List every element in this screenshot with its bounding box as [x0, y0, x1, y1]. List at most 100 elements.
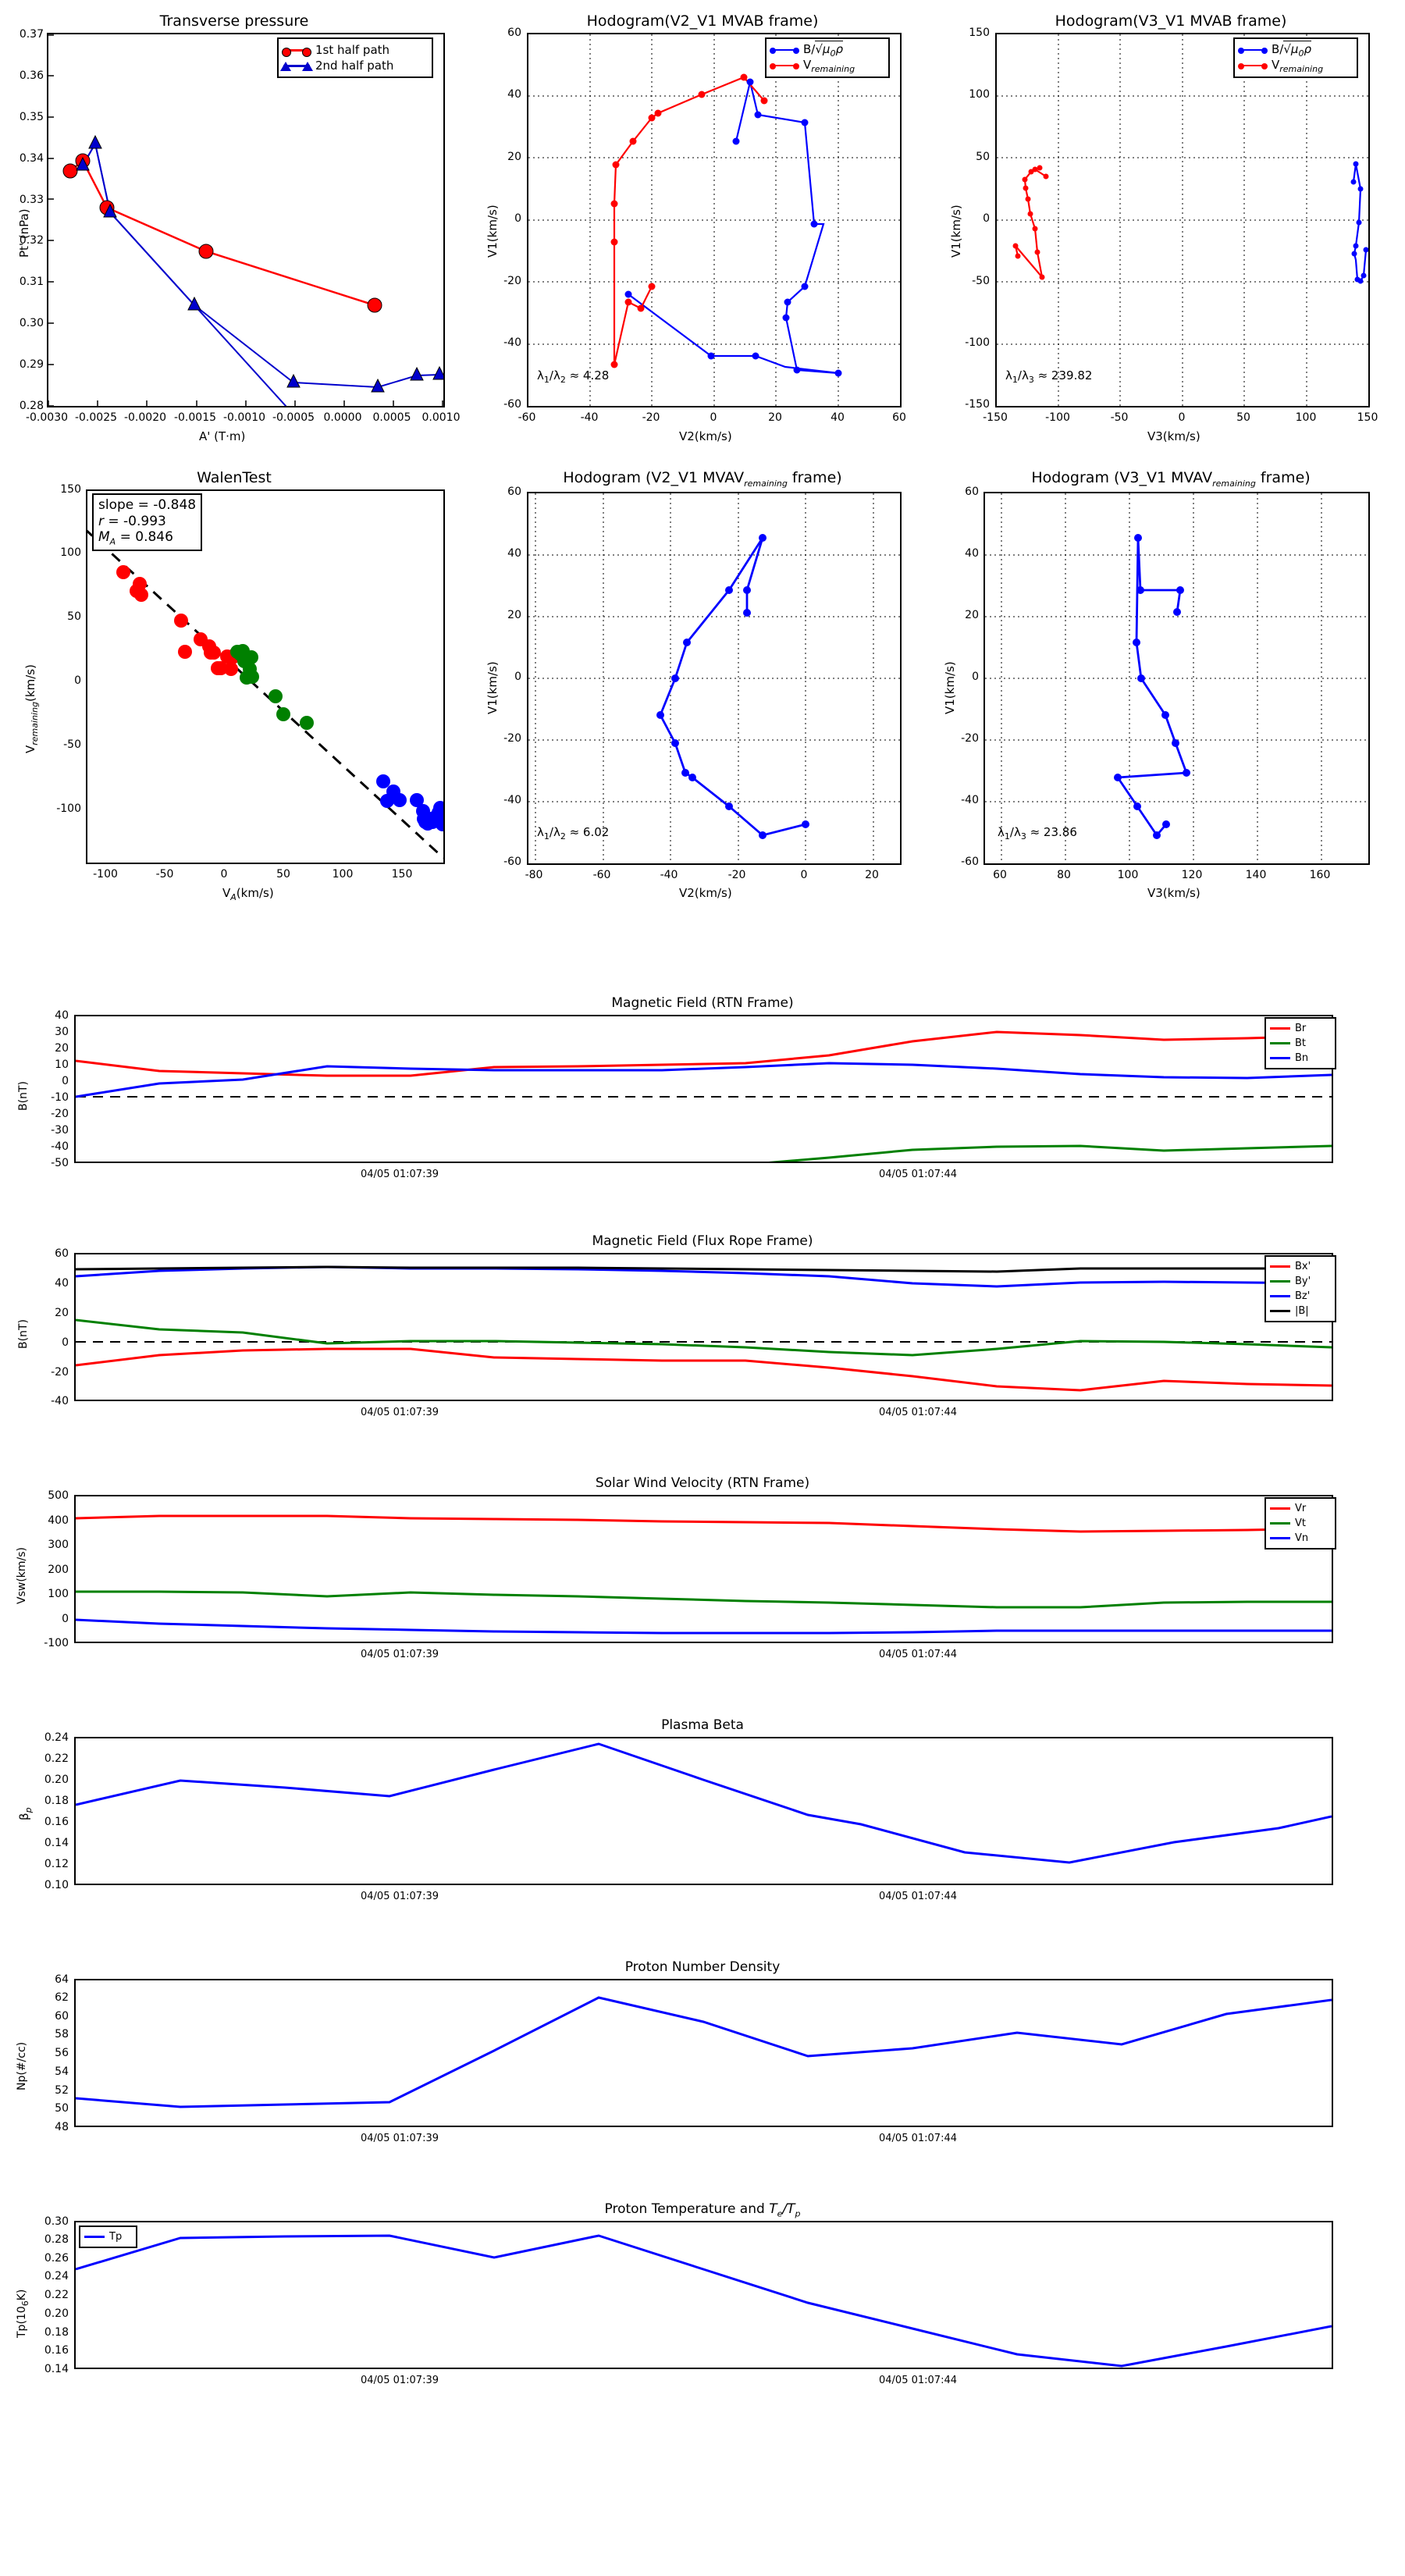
legend-line-vn	[1270, 1537, 1290, 1539]
y-tick-label: 0	[514, 671, 521, 683]
x-tick-label: -60	[518, 411, 536, 424]
y-tick-label: -150	[965, 398, 990, 411]
legend-item-1st-half: 1st half path	[282, 42, 427, 58]
series-bt	[768, 1144, 1332, 1162]
y-tick-label: 40	[507, 88, 521, 101]
legend-line-bx	[1270, 1265, 1290, 1268]
legend-marker	[793, 48, 799, 54]
y-tick-label: 54	[55, 2065, 69, 2078]
y-tick-label: -20	[503, 275, 521, 287]
legend-label: |B|	[1295, 1305, 1309, 1317]
x-axis-label: V2(km/s)	[679, 886, 732, 900]
x-tick-label: 60	[993, 869, 1007, 881]
legend-line-blue	[770, 48, 799, 54]
hodogram-v2v1-svg	[528, 34, 900, 406]
legend-label: Bn	[1295, 1052, 1309, 1064]
y-tick-label: 50	[55, 2102, 69, 2115]
x-tick-label: -100	[93, 868, 118, 881]
marker-group-red	[610, 73, 768, 368]
x-axis-label: V3(km/s)	[1147, 886, 1200, 900]
panel-title: WalenTest	[197, 469, 272, 486]
legend-line-red	[1238, 63, 1268, 69]
y-tick-label: 0	[62, 1613, 69, 1625]
legend-item-vr: Vr	[1270, 1501, 1331, 1516]
x-tick-label: 0	[800, 869, 808, 881]
y-tick-label: -40	[503, 336, 521, 349]
plot-area	[47, 33, 445, 407]
eigenvalue-ratio-annotation: λ1/λ2 ≈ 4.28	[537, 368, 610, 385]
x-tick-label: -0.0030	[25, 411, 69, 424]
x-axis-label: V2(km/s)	[679, 429, 732, 443]
np-svg	[76, 1996, 1332, 2108]
panel-title: Transverse pressure	[159, 12, 309, 30]
plot-area	[74, 1253, 1333, 1401]
grid-lines	[997, 34, 1368, 406]
panel-title: Magnetic Field (Flux Rope Frame)	[592, 1233, 813, 1249]
legend-label: Br	[1295, 1023, 1307, 1034]
y-tick-label: 56	[55, 2047, 69, 2059]
series-b-alfven	[659, 537, 806, 837]
x-tick-label: 04/05 01:07:44	[879, 1169, 957, 1180]
y-tick-label: -30	[51, 1124, 69, 1137]
legend-item-v-remaining: Vremaining	[1238, 58, 1352, 74]
series-beta	[76, 1742, 1332, 1864]
y-tick-label: 0.24	[44, 1731, 69, 1744]
legend-line-by	[1270, 1280, 1290, 1283]
plot-area	[995, 33, 1370, 407]
y-tick-label: 300	[48, 1539, 69, 1551]
series-b-alfven	[1115, 537, 1188, 838]
legend-label: Vr	[1295, 1503, 1307, 1514]
y-axis-label: βp	[17, 1807, 34, 1820]
y-tick-label: -20	[51, 1366, 69, 1379]
y-tick-label: 0.31	[19, 276, 44, 288]
y-tick-label: -40	[51, 1140, 69, 1153]
grid-lines	[528, 493, 900, 863]
plot-area	[86, 489, 445, 864]
series-b-alfven	[1352, 163, 1368, 283]
scatter-blue	[376, 774, 443, 831]
legend-marker	[1261, 63, 1268, 69]
legend-label: Tp	[109, 2231, 123, 2243]
x-tick-label: -150	[983, 411, 1008, 424]
legend-label: By'	[1295, 1276, 1311, 1287]
plot-area	[984, 492, 1370, 865]
x-tick-label: 0	[220, 868, 228, 881]
y-tick-label: 0.20	[44, 2307, 69, 2320]
legend: Bx' By' Bz' |B|	[1264, 1255, 1336, 1322]
data-point	[286, 373, 301, 388]
y-tick-label: 0.32	[19, 234, 44, 247]
legend-line-bz	[1270, 1295, 1290, 1297]
x-tick-label: 0	[710, 411, 717, 424]
y-tick-label: 50	[976, 151, 990, 163]
legend-marker	[302, 61, 313, 71]
y-tick-label: 0.33	[19, 194, 44, 206]
y-axis-label: B(nT)	[17, 1081, 30, 1111]
x-tick-label: 04/05 01:07:44	[879, 2375, 957, 2386]
y-tick-label: 0	[514, 212, 521, 225]
y-tick-label: 0.37	[19, 28, 44, 41]
x-tick-label: -20	[727, 869, 746, 881]
y-tick-label: -60	[503, 398, 521, 411]
x-tick-label: 04/05 01:07:44	[879, 1407, 957, 1418]
legend-item-v-remaining: Vremaining	[770, 58, 884, 74]
panel-b-fluxrope: Magnetic Field (Flux Rope Frame) Bx' By'…	[0, 1233, 1405, 1429]
x-tick-label: 20	[865, 869, 879, 881]
panel-title: Proton Temperature and Te/Tp	[604, 2201, 801, 2219]
y-tick-label: 0	[74, 674, 81, 687]
y-tick-label: 0	[62, 1075, 69, 1087]
x-tick-label: 04/05 01:07:39	[361, 1891, 439, 1902]
data-point	[88, 134, 102, 149]
y-tick-label: 150	[60, 483, 81, 496]
legend-item-bz: Bz'	[1270, 1289, 1331, 1304]
legend-item-2nd-half: 2nd half path	[280, 58, 427, 73]
series-vr	[76, 1514, 1332, 1533]
y-tick-label: 500	[48, 1489, 69, 1502]
y-tick-label: 150	[969, 27, 990, 39]
legend-line-bn	[1270, 1057, 1290, 1059]
y-tick-label: 0.16	[44, 1816, 69, 1828]
legend-marker	[1238, 48, 1244, 54]
y-axis-label: Np(#/cc)	[16, 2041, 28, 2090]
x-tick-label: -50	[1110, 411, 1129, 424]
y-tick-label: 60	[55, 2010, 69, 2023]
